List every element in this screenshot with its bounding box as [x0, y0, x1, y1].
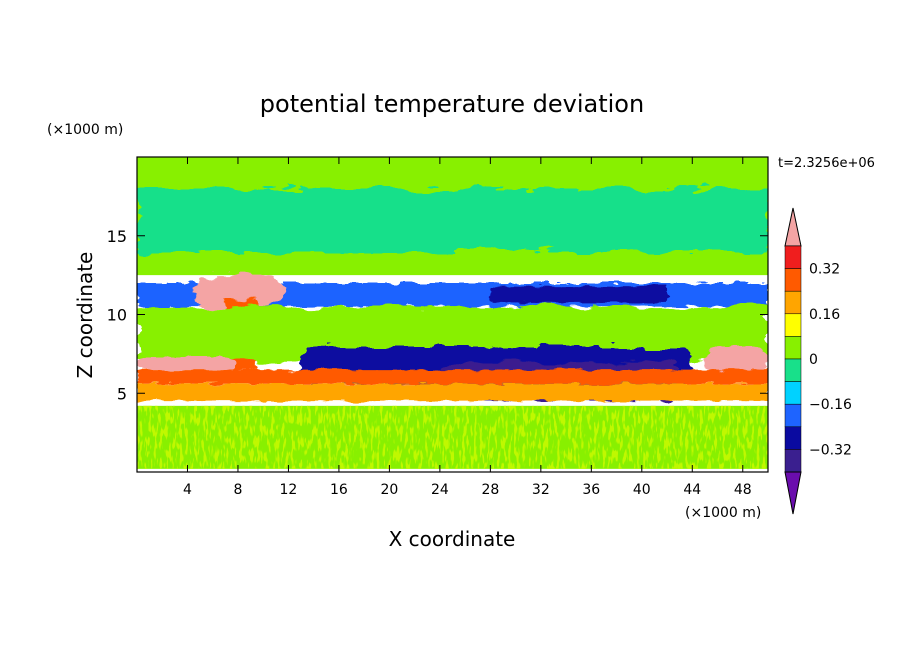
boundary-layer-texture — [137, 405, 768, 469]
x-tick-label: 28 — [481, 482, 499, 498]
time-label: t=2.3256e+06 — [778, 156, 875, 171]
x-tick-label: 40 — [633, 482, 651, 498]
x-tick-label: 12 — [280, 482, 298, 498]
x-unit-label: (×1000 m) — [685, 505, 761, 521]
x-tick-label: 16 — [330, 482, 348, 498]
colorbar-cell — [784, 426, 802, 450]
x-tick-label: 24 — [431, 482, 449, 498]
colorbar-tick-label: 0.16 — [809, 307, 840, 323]
colorbar-cell — [784, 290, 802, 315]
colorbar-cell — [784, 358, 802, 382]
colorbar-cell — [784, 245, 802, 269]
y-axis: 5 10 15 — [107, 227, 768, 403]
x-tick-label: 32 — [532, 482, 550, 498]
x-tick-label: 20 — [380, 482, 398, 498]
colorbar-extend-max — [784, 207, 802, 247]
colorbar-cell — [784, 403, 802, 428]
region-inversion-red — [137, 369, 768, 384]
x-tick-label: 44 — [683, 482, 701, 498]
colorbar: 0.32 0.16 0 −0.16 −0.32 — [784, 207, 852, 515]
x-tick-label: 4 — [183, 482, 192, 498]
y-tick-label: 10 — [107, 306, 127, 325]
x-axis: 4 8 12 16 20 24 28 32 36 40 44 48 — [183, 157, 752, 498]
region-inversion-orange — [137, 383, 768, 402]
y-axis-label: Z coordinate — [73, 252, 97, 379]
x-tick-label: 36 — [582, 482, 600, 498]
colorbar-cell — [784, 313, 802, 337]
heatmap-field — [137, 157, 768, 469]
y-tick-label: 5 — [117, 384, 127, 403]
region-deep-blue-core-11km — [490, 286, 668, 302]
colorbar-tick-label: −0.16 — [809, 397, 852, 413]
colorbar-cell — [784, 449, 802, 473]
region-warm-patch-right — [704, 346, 768, 375]
colorbar-cell — [784, 268, 802, 292]
x-tick-label: 8 — [233, 482, 242, 498]
colorbar-tick-label: 0.32 — [809, 262, 840, 278]
colorbar-tick-label: −0.32 — [809, 442, 852, 458]
region-warm-patch-left — [137, 357, 238, 370]
colorbar-cell — [784, 336, 802, 360]
y-unit-label: (×1000 m) — [47, 122, 123, 138]
x-axis-label: X coordinate — [389, 527, 516, 551]
colorbar-tick-label: 0 — [809, 352, 818, 368]
colorbar-cell — [784, 381, 802, 405]
chart-title: potential temperature deviation — [260, 90, 644, 118]
y-tick-label: 15 — [107, 227, 127, 246]
x-tick-label: 48 — [734, 482, 752, 498]
colorbar-extend-min — [784, 471, 802, 515]
region-anvil-plume — [193, 275, 283, 307]
region-upper-teal-bands — [137, 188, 768, 252]
